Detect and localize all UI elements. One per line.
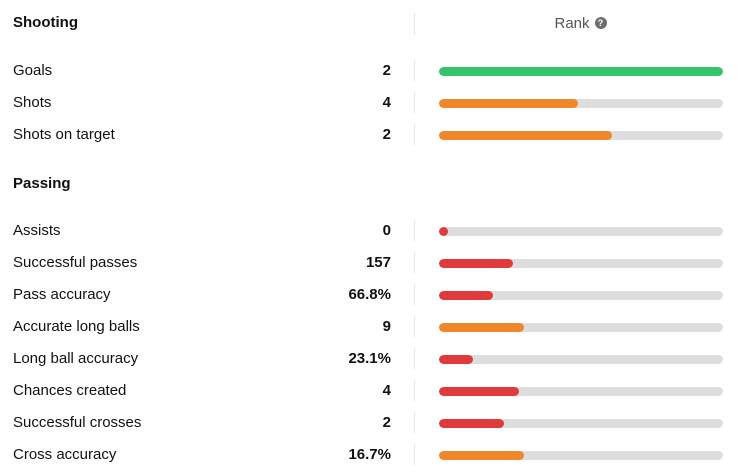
- stat-row-long-ball-accuracy: Long ball accuracy 23.1%: [0, 343, 746, 375]
- rank-label: Rank: [554, 14, 590, 32]
- stat-label: Long ball accuracy: [13, 350, 139, 367]
- stat-value: 157: [365, 254, 391, 271]
- row-divider: [414, 380, 415, 402]
- row-divider: [414, 444, 415, 466]
- stat-label: Chances created: [13, 382, 127, 399]
- stat-row-successful-passes: Successful passes 157: [0, 247, 746, 279]
- stat-row-cross-accuracy: Cross accuracy 16.7%: [0, 439, 746, 471]
- stat-value: 4: [382, 94, 391, 111]
- stat-value: 23.1%: [348, 350, 391, 367]
- stat-label: Successful crosses: [13, 414, 142, 431]
- rank-bar-fill: [439, 323, 525, 332]
- rank-bar: [439, 67, 723, 76]
- row-divider: [414, 348, 415, 370]
- rank-bar-fill: [439, 291, 493, 300]
- help-icon[interactable]: ?: [594, 17, 607, 29]
- row-divider: [414, 60, 415, 82]
- row-divider: [414, 252, 415, 274]
- stat-value: 2: [382, 414, 391, 431]
- rank-bar-fill: [439, 259, 513, 268]
- rank-bar: [439, 291, 723, 300]
- rank-bar: [439, 227, 723, 236]
- stat-label: Accurate long balls: [13, 318, 140, 335]
- rank-bar-fill: [439, 355, 474, 364]
- rank-bar: [439, 355, 723, 364]
- stat-label: Shots on target: [13, 126, 115, 143]
- stat-label: Assists: [13, 222, 61, 239]
- rank-bar-fill: [439, 131, 613, 140]
- stat-label: Shots: [13, 94, 52, 111]
- rank-bar: [439, 451, 723, 460]
- row-divider: [414, 284, 415, 306]
- rank-bar: [439, 131, 723, 140]
- row-divider: [414, 124, 415, 146]
- rank-header: Rank ?: [415, 13, 746, 33]
- row-divider: [414, 316, 415, 338]
- rank-bar: [439, 99, 723, 108]
- stat-label: Successful passes: [13, 254, 138, 271]
- row-divider: [414, 92, 415, 114]
- rank-bar-fill: [439, 99, 579, 108]
- section-title-passing: Passing: [13, 175, 71, 192]
- stat-label: Cross accuracy: [13, 446, 117, 463]
- rank-bar-fill: [439, 387, 519, 396]
- rank-bar: [439, 419, 723, 428]
- stat-row-shots: Shots 4: [0, 87, 746, 119]
- row-divider: [414, 220, 415, 242]
- rank-bar-fill: [439, 419, 505, 428]
- stat-value: 9: [382, 318, 391, 335]
- stat-value: 0: [382, 222, 391, 239]
- rank-bar-fill: [439, 227, 448, 236]
- stat-value: 2: [382, 62, 391, 79]
- rank-bar-fill: [439, 451, 525, 460]
- row-divider: [414, 412, 415, 434]
- stat-row-pass-accuracy: Pass accuracy 66.8%: [0, 279, 746, 311]
- rank-bar: [439, 323, 723, 332]
- stat-value: 2: [382, 126, 391, 143]
- stat-label: Goals: [13, 62, 53, 79]
- header-divider: [414, 13, 415, 35]
- stat-label: Pass accuracy: [13, 286, 111, 303]
- stat-row-shots-on-target: Shots on target 2: [0, 119, 746, 151]
- stat-value: 66.8%: [348, 286, 391, 303]
- stat-value: 4: [382, 382, 391, 399]
- section-title-shooting: Shooting: [13, 14, 78, 31]
- stat-value: 16.7%: [348, 446, 391, 463]
- stat-row-successful-crosses: Successful crosses 2: [0, 407, 746, 439]
- stat-row-assists: Assists 0: [0, 215, 746, 247]
- stat-row-chances-created: Chances created 4: [0, 375, 746, 407]
- stat-row-goals: Goals 2: [0, 55, 746, 87]
- rank-bar-fill: [439, 67, 723, 76]
- rank-bar: [439, 387, 723, 396]
- stat-row-accurate-long-balls: Accurate long balls 9: [0, 311, 746, 343]
- rank-bar: [439, 259, 723, 268]
